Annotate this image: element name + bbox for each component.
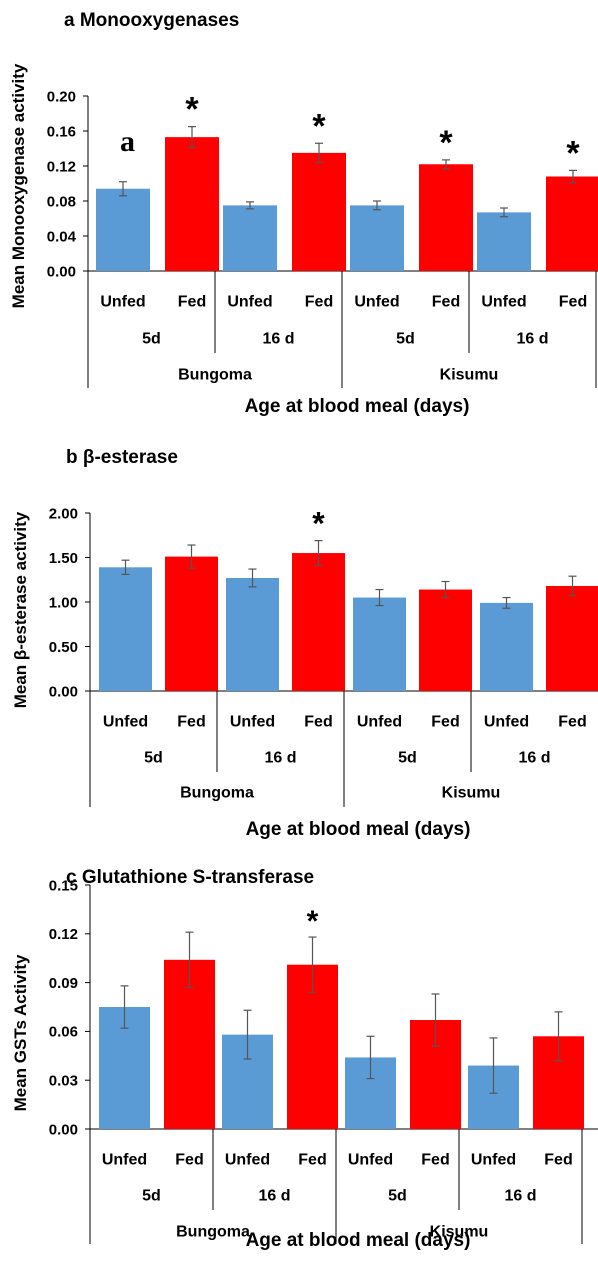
chart-title: c Glutathione S-transferase [66,867,314,888]
category-label: Unfed [481,294,526,311]
chart-title: a Monooxygenases [64,10,239,31]
age-group-label: 16 d [518,750,550,767]
bar-unfed [477,212,531,271]
category-label: Fed [178,294,206,311]
significance-marker: * [566,134,580,172]
category-label: Unfed [102,1152,147,1169]
site-label: Kisumu [430,1224,489,1241]
age-group-label: 5d [144,750,163,767]
y-axis-label: Mean Monooxygenase activity [9,63,28,308]
category-label: Fed [175,1152,203,1169]
age-group-label: 5d [142,1188,161,1205]
bar-fed [546,176,598,271]
significance-marker: * [185,91,199,129]
bar-unfed [96,188,150,271]
category-label: Fed [177,714,205,731]
age-group-label: 5d [142,331,161,348]
category-label: Fed [431,714,459,731]
category-label: Fed [304,714,332,731]
category-label: Unfed [225,1152,270,1169]
category-label: Fed [544,1152,572,1169]
bar-fed [165,137,219,271]
y-tick-label: 0.50 [49,639,78,656]
site-label: Kisumu [440,367,499,384]
panel-b: b β-esterase Mean β-esterase activity 0.00… [0,430,598,850]
age-group-label: 5d [396,331,415,348]
y-tick-label: 0.08 [47,193,76,210]
y-tick-label: 2.00 [49,505,78,522]
annotation-label: a [120,125,135,158]
y-tick-label: 0.12 [49,926,78,943]
site-label: Bungoma [176,1224,250,1241]
y-tick-label: 0.03 [49,1072,78,1089]
category-label: Unfed [354,294,399,311]
bar-fed [419,589,472,691]
bar-unfed [223,205,277,271]
x-axis-label: Age at blood meal (days) [246,1230,471,1251]
age-group-label: 16 d [504,1188,536,1205]
y-tick-label: 1.50 [49,550,78,567]
x-axis-label: Age at blood meal (days) [245,396,470,417]
category-label: Unfed [471,1152,516,1169]
age-group-label: 16 d [262,331,294,348]
age-group-label: 16 d [516,331,548,348]
category-label: Fed [298,1152,326,1169]
category-label: Unfed [100,294,145,311]
y-tick-label: 0.12 [47,158,76,175]
panel-c: c Glutathione S-transferase Mean GSTs Act… [0,850,598,1262]
chart-monooxygenases: a Monooxygenases Mean Monooxygenase activ… [9,10,598,417]
significance-marker: * [439,124,453,162]
category-label: Unfed [227,294,272,311]
bar-unfed [226,577,279,691]
bar-unfed [480,602,533,691]
bar-fed [165,556,218,691]
category-label: Fed [558,714,586,731]
y-tick-label: 0.15 [49,877,78,894]
bar-unfed [353,597,406,691]
bar-unfed [350,205,404,271]
significance-marker: * [312,107,326,145]
bar-unfed [99,567,152,691]
y-tick-label: 0.00 [47,263,76,280]
bar-fed [292,152,346,271]
age-group-label: 16 d [264,750,296,767]
category-label: Unfed [103,714,148,731]
category-label: Unfed [357,714,402,731]
y-tick-label: 0.09 [49,975,78,992]
category-label: Fed [305,294,333,311]
y-tick-label: 0.20 [47,88,76,105]
y-axis-label: Mean β-esterase activity [11,511,30,708]
category-label: Unfed [348,1152,393,1169]
y-tick-label: 0.16 [47,123,76,140]
panel-a: a Monooxygenases Mean Monooxygenase activ… [0,0,598,430]
site-label: Bungoma [178,367,252,384]
y-tick-label: 0.00 [49,683,78,700]
category-label: Unfed [484,714,529,731]
age-group-label: 5d [398,750,417,767]
x-axis-label: Age at blood meal (days) [246,819,471,840]
significance-marker: * [307,905,319,938]
bar-fed [419,164,473,271]
age-group-label: 5d [388,1188,407,1205]
significance-marker: * [312,506,325,542]
chart-title: b β-esterase [66,447,178,468]
y-tick-label: 0.00 [49,1121,78,1138]
y-tick-label: 0.04 [47,228,77,245]
chart-beta-esterase: b β-esterase Mean β-esterase activity 0.00… [11,447,598,840]
bar-fed [546,585,598,691]
bar-fed [292,553,345,691]
category-label: Fed [432,294,460,311]
site-label: Bungoma [180,785,254,802]
y-tick-label: 1.00 [49,594,78,611]
site-label: Kisumu [442,785,501,802]
category-label: Unfed [230,714,275,731]
age-group-label: 16 d [258,1188,290,1205]
y-tick-label: 0.06 [49,1024,78,1041]
y-axis-label: Mean GSTs Activity [11,954,30,1111]
category-label: Fed [421,1152,449,1169]
category-label: Fed [559,294,587,311]
chart-glutathione-s-transferase: c Glutathione S-transferase Mean GSTs Act… [11,867,598,1251]
